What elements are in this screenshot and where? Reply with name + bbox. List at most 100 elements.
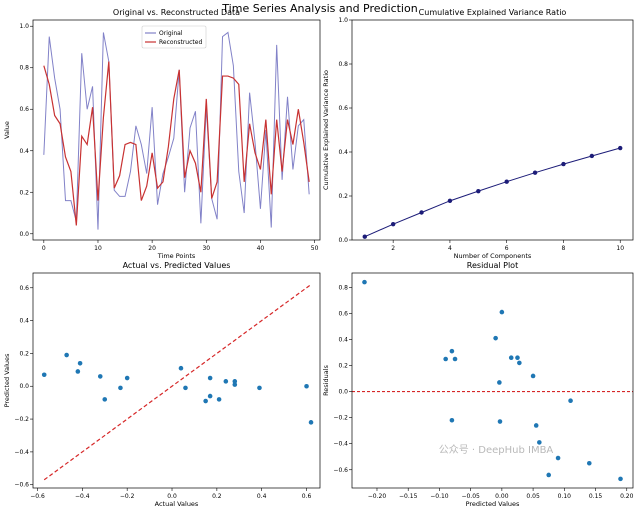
y-tick-label: 0.2 (338, 193, 348, 200)
legend-label: Reconstructed (159, 39, 202, 46)
x-tick-label: 0.2 (212, 493, 222, 500)
reference-line (43, 284, 312, 481)
x-tick-label: 0.20 (620, 493, 634, 500)
scatter-point (178, 365, 184, 371)
scatter-point (497, 380, 502, 385)
x-tick-label: 8 (562, 245, 566, 252)
y-tick-label: 0.6 (19, 285, 29, 292)
x-tick-label: 0.4 (257, 493, 267, 500)
x-axis-label: Number of Components (454, 252, 532, 260)
scatter-point (207, 393, 213, 399)
figure-title: Time Series Analysis and Prediction (221, 2, 417, 15)
data-point (362, 234, 367, 239)
y-axis-label: Cumulative Explained Variance Ratio (322, 70, 330, 190)
chart-panel-2: Cumulative Explained Variance Ratio 2 4 6 8 1… (322, 8, 634, 260)
scatter-point (64, 352, 69, 358)
y-tick-label: 0.8 (338, 61, 348, 68)
x-tick-label: 4 (448, 245, 452, 252)
data-point (589, 153, 595, 159)
x-tick-label: 10 (94, 245, 102, 252)
x-tick-label: 0.05 (526, 493, 540, 500)
y-tick-label: −0.2 (14, 416, 29, 423)
scatter-point (618, 476, 623, 482)
y-tick-label: 0.4 (19, 148, 29, 155)
data-point (390, 221, 396, 227)
x-tick-label: 20 (148, 245, 156, 252)
data-point (447, 198, 453, 204)
y-tick-label: −0.2 (333, 415, 348, 422)
scatter-point (568, 398, 573, 403)
scatter-point (216, 397, 222, 402)
scatter-point (232, 379, 238, 384)
x-axis-label: Actual Values (155, 500, 199, 508)
scatter-point (452, 356, 458, 362)
chart-panel-3: Actual vs. Predicted Values −0.6 −0.4 −0.2 0… (3, 261, 321, 508)
axes-frame (32, 272, 321, 489)
data-point (532, 170, 538, 175)
y-tick-label: 0.6 (338, 310, 348, 317)
scatter-point (533, 423, 539, 428)
x-axis-label: Predicted Values (466, 500, 520, 508)
y-tick-label: −0.4 (333, 441, 348, 448)
scatter-point (223, 379, 229, 384)
x-tick-label: −0.6 (30, 493, 45, 500)
scatter-point (257, 385, 262, 391)
chart-title: Cumulative Explained Variance Ratio (419, 8, 567, 17)
scatter-point (546, 472, 551, 478)
axes-frame (32, 19, 321, 241)
scatter-point (203, 398, 208, 404)
legend-label: Original (159, 30, 183, 37)
scatter-point (530, 373, 536, 379)
axes-frame (351, 272, 634, 489)
x-tick-label: −0.15 (399, 493, 418, 500)
x-tick-label: −0.10 (430, 493, 449, 500)
scatter-point (517, 360, 522, 366)
x-tick-label: 0.6 (302, 493, 312, 500)
y-axis-label: Predicted Values (3, 353, 11, 407)
scatter-point (97, 374, 103, 379)
y-tick-label: −0.4 (14, 449, 29, 456)
y-tick-label: 0.4 (19, 318, 29, 325)
data-point (561, 161, 566, 167)
x-axis-label: Time Points (157, 252, 196, 260)
scatter-point (537, 440, 542, 445)
chart-title: Residual Plot (467, 261, 518, 270)
y-tick-label: 0.8 (338, 284, 348, 291)
scatter-point (449, 417, 455, 423)
data-point (618, 145, 623, 151)
axes-frame (351, 19, 634, 241)
scatter-point (586, 460, 592, 466)
scatter-point (449, 348, 455, 354)
scatter-point (75, 369, 81, 374)
scatter-point (124, 375, 130, 381)
y-tick-label: 1.0 (19, 23, 29, 30)
chart-panel-1: Original vs. Reconstructed Data 0 10 20 30 40… (3, 8, 321, 260)
chart-title: Original vs. Reconstructed Data (113, 8, 240, 17)
y-tick-label: 0.6 (19, 106, 29, 113)
x-tick-label: 0 (42, 245, 46, 252)
x-tick-label: 6 (505, 245, 509, 252)
y-tick-label: 0.0 (19, 383, 29, 390)
scatter-point (41, 372, 47, 378)
y-tick-label: 0.4 (338, 149, 348, 156)
scatter-point (118, 385, 123, 391)
y-tick-label: −0.6 (14, 482, 29, 489)
legend-box (141, 25, 207, 49)
scatter-point (443, 356, 448, 362)
x-tick-label: 0.0 (167, 493, 177, 500)
scatter-point (508, 355, 514, 360)
chart-panel-4: Residual Plot −0.20 −0.15 −0.10 −0.05 0.00 0.0… (322, 261, 634, 508)
series-line-reconstructed (43, 61, 310, 226)
x-tick-label: 0.10 (558, 493, 572, 500)
data-point (476, 188, 481, 194)
scatter-point (308, 420, 314, 425)
scatter-point (362, 279, 367, 285)
scatter-point (232, 382, 238, 387)
x-tick-label: 2 (391, 245, 395, 252)
y-tick-label: 0.0 (338, 237, 348, 244)
y-axis-label: Residuals (322, 364, 330, 395)
y-tick-label: 0.6 (338, 105, 348, 112)
y-tick-label: 1.0 (338, 17, 348, 24)
y-tick-label: 0.2 (338, 363, 348, 370)
legend: Original Reconstructed (141, 25, 207, 49)
